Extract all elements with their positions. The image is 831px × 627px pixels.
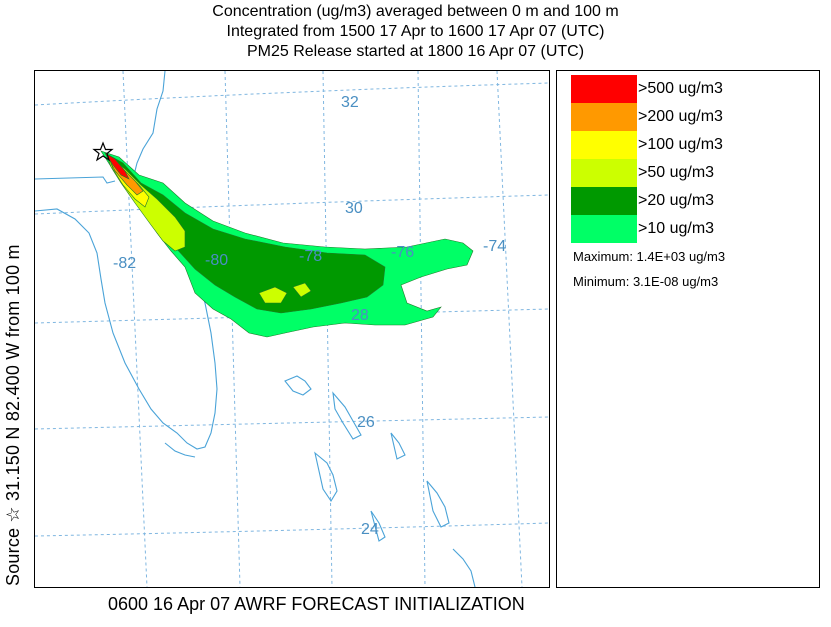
legend-row-100: >100 ug/m3 [571,131,723,159]
map-canvas: 32 30 28 26 24 -82 -80 -78 -76 -74 [35,71,549,587]
bahamas-1 [284,375,312,396]
legend-swatch [571,131,637,159]
legend-label: >200 ug/m3 [638,108,723,125]
lon-label-78: -78 [299,248,322,265]
legend-panel: >500 ug/m3 >200 ug/m3 >100 ug/m3 >50 ug/… [556,70,820,588]
legend-row-50: >50 ug/m3 [571,159,714,187]
lon-label-74: -74 [483,238,506,255]
plume-gt50-patch-b [292,282,312,298]
bahamas-2 [332,391,362,440]
lat-line-30 [35,194,549,215]
min-concentration: Minimum: 3.1E-08 ug/m3 [573,274,719,289]
forecast-footer: 0600 16 Apr 07 AWRF FORECAST INITIALIZAT… [108,594,525,614]
lat-label-26: 26 [357,414,375,431]
georgia-sc-coast [132,71,166,180]
legend-label: >100 ug/m3 [638,136,723,153]
lon-label-82: -82 [113,255,136,272]
lat-label-28: 28 [351,307,369,324]
legend-row-500: >500 ug/m3 [571,75,723,103]
lat-line-24 [35,522,549,537]
lat-label-30: 30 [345,200,363,217]
legend-label: >20 ug/m3 [638,192,715,209]
plume [100,150,474,338]
legend-swatch [571,187,637,215]
lat-line-26 [35,416,549,430]
legend-label: >10 ug/m3 [638,220,715,237]
state-border [35,176,116,184]
source-star-icon [92,141,114,162]
bahamas-4 [314,451,338,503]
legend-row-10: >10 ug/m3 [571,215,714,243]
plume-gt50-patch-a [258,286,288,304]
bahamas-6 [452,548,476,587]
lon-line-82 [122,71,148,587]
legend-label: >50 ug/m3 [638,164,715,181]
title-line-1: Concentration (ug/m3) averaged between 0… [212,3,619,20]
lon-label-80: -80 [205,252,228,269]
lon-label-76: -76 [391,244,414,261]
title-line-2: Integrated from 1500 17 Apr to 1600 17 A… [226,23,605,40]
max-concentration: Maximum: 1.4E+03 ug/m3 [573,249,726,264]
map-panel: 32 30 28 26 24 -82 -80 -78 -76 -74 [34,70,550,588]
lat-label-32: 32 [341,94,359,111]
legend-swatch [571,75,637,103]
keys [164,442,196,458]
lon-line-74 [496,71,523,587]
legend-label: >500 ug/m3 [638,80,723,97]
lon-line-78 [322,71,333,587]
legend-swatch [571,159,637,187]
legend-swatch [571,103,637,131]
lon-line-76 [417,71,426,587]
legend-row-200: >200 ug/m3 [571,103,723,131]
bahamas-5 [426,480,450,528]
plume-gt500 [104,152,130,180]
legend-swatch [571,215,637,243]
title-line-3: PM25 Release started at 1800 16 Apr 07 (… [246,43,585,60]
plume-gt10 [100,150,474,338]
lon-line-80 [224,71,241,587]
lat-line-32 [35,82,549,106]
lat-label-24: 24 [361,521,379,538]
source-location-label: Source ☆ 31.150 N 82.400 W from 100 m [3,244,23,586]
bahamas-3 [390,432,406,460]
bahamas-7 [370,510,386,542]
legend-row-20: >20 ug/m3 [571,187,714,215]
